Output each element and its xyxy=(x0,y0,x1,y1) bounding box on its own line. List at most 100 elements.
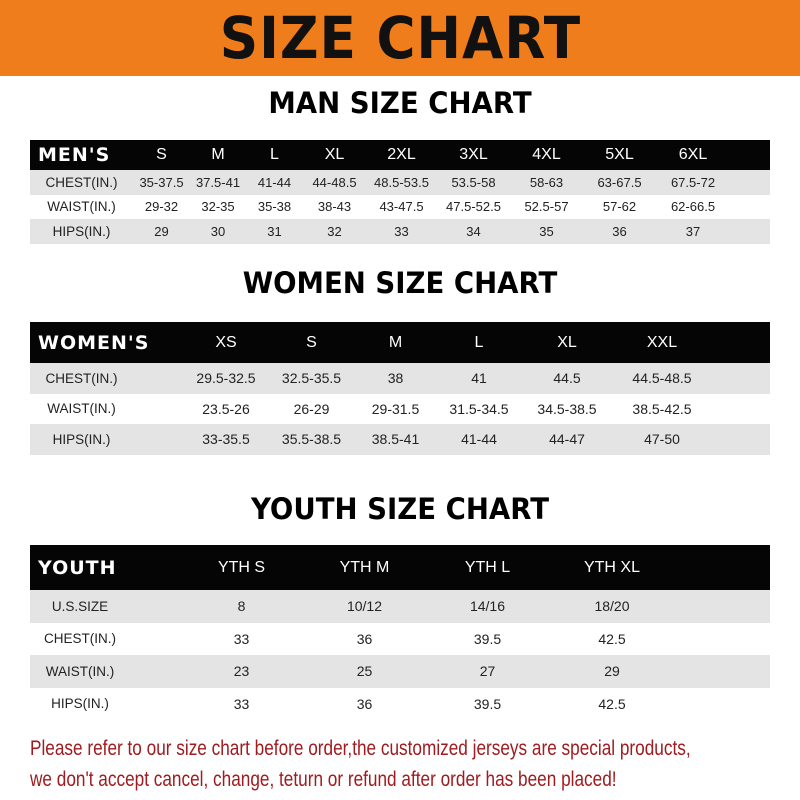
table-header-row: WOMEN'S XS S M L XL XXL xyxy=(30,322,770,363)
measurement-value: 27 xyxy=(479,663,496,680)
measurement-value: 44-47 xyxy=(549,431,585,448)
measurement-value: 67.5-72 xyxy=(670,174,716,190)
measurement-value: 29-31.5 xyxy=(371,400,420,417)
measurement-value: 34 xyxy=(466,223,481,239)
measurement-value: 23.5-26 xyxy=(202,400,250,417)
measurement-label: HIPS(IN.) xyxy=(52,223,111,239)
size-column-header: YTH XL xyxy=(583,558,640,576)
measurement-value: 62-66.5 xyxy=(670,199,716,215)
measurement-value: 36 xyxy=(356,695,373,712)
measurement-value: 35.5-38.5 xyxy=(281,431,342,448)
measurement-label: WAIST(IN.) xyxy=(45,663,115,679)
measurement-label: U.S.SIZE xyxy=(51,598,109,614)
table-category-label: MEN'S xyxy=(38,144,111,166)
measurement-value: 30 xyxy=(210,223,226,239)
table-row: CHEST(IN.) 29.5-32.5 32.5-35.5 38 41 44.5 44.5… xyxy=(30,363,770,394)
size-column-header: 2XL xyxy=(387,146,416,163)
measurement-value: 23 xyxy=(233,663,250,680)
measurement-value: 35 xyxy=(539,223,554,239)
table-row: HIPS(IN.) 29 30 31 32 33 34 35 36 37 xyxy=(30,219,770,244)
measurement-value: 8 xyxy=(237,598,246,615)
size-column-header: YTH M xyxy=(339,558,390,576)
size-column-header: YTH L xyxy=(464,558,511,576)
table-category-label: YOUTH xyxy=(38,556,117,579)
measurement-value: 47-50 xyxy=(644,431,680,448)
measurement-value: 29 xyxy=(154,223,169,239)
size-column-header: 3XL xyxy=(459,146,488,163)
measurement-value: 37.5-41 xyxy=(195,174,241,190)
size-column-header: S xyxy=(156,146,167,163)
measurement-value: 32.5-35.5 xyxy=(281,370,342,387)
measurement-value: 41 xyxy=(471,370,487,387)
measurement-value: 36 xyxy=(356,630,373,647)
table-row: CHEST(IN.) 35-37.5 37.5-41 41-44 44-48.5 48.5… xyxy=(30,170,770,195)
women-section-title: WOMEN SIZE CHART xyxy=(242,266,558,300)
size-column-header: XXL xyxy=(646,333,678,351)
measurement-value: 39.5 xyxy=(473,630,502,647)
size-column-header: YTH S xyxy=(217,558,266,576)
notice-line-2: we don't accept cancel, change, teturn o… xyxy=(30,767,617,791)
measurement-value: 26-29 xyxy=(293,400,330,417)
measurement-value: 44-48.5 xyxy=(312,174,357,190)
size-column-header: 6XL xyxy=(678,146,708,163)
size-column-header: L xyxy=(474,333,484,351)
measurement-value: 29.5-32.5 xyxy=(196,370,256,387)
table-category-label: WOMEN'S xyxy=(38,331,150,354)
measurement-value: 33 xyxy=(233,695,250,712)
measurement-value: 44.5 xyxy=(553,370,581,387)
measurement-value: 57-62 xyxy=(602,199,637,215)
measurement-value: 47.5-52.5 xyxy=(446,199,501,215)
measurement-value: 36 xyxy=(612,223,627,239)
measurement-label: CHEST(IN.) xyxy=(44,631,116,647)
table-row: CHEST(IN.) 33 36 39.5 42.5 xyxy=(30,622,770,655)
size-column-header: XL xyxy=(324,146,345,163)
table-row: HIPS(IN.) 33 36 39.5 42.5 xyxy=(30,687,770,720)
measurement-value: 44.5-48.5 xyxy=(632,370,692,387)
order-notice: Please refer to our size chart before or… xyxy=(30,733,766,795)
size-column-header: XS xyxy=(215,333,237,351)
table-row: WAIST(IN.) 29-32 32-35 35-38 38-43 43-47.5 47.… xyxy=(30,194,770,219)
measurement-value: 42.5 xyxy=(598,630,626,647)
measurement-value: 39.5 xyxy=(473,695,502,712)
measurement-value: 33-35.5 xyxy=(202,431,250,448)
size-column-header: S xyxy=(306,333,317,351)
measurement-label: HIPS(IN.) xyxy=(51,696,109,712)
measurement-value: 41-44 xyxy=(257,174,292,190)
size-column-header: M xyxy=(211,146,225,163)
measurement-label: CHEST(IN.) xyxy=(45,370,118,386)
measurement-value: 38.5-42.5 xyxy=(632,400,692,417)
table-row: HIPS(IN.) 33-35.5 35.5-38.5 38.5-41 41-44 44-… xyxy=(30,424,770,455)
measurement-value: 52.5-57 xyxy=(524,199,569,215)
measurement-value: 63-67.5 xyxy=(597,174,642,190)
measurement-value: 37 xyxy=(685,223,701,239)
measurement-value: 31.5-34.5 xyxy=(449,400,509,417)
measurement-label: HIPS(IN.) xyxy=(52,431,111,447)
measurement-value: 31 xyxy=(267,223,282,239)
measurement-value: 34.5-38.5 xyxy=(537,400,597,417)
measurement-value: 42.5 xyxy=(598,695,626,712)
men-section-title: MAN SIZE CHART xyxy=(268,86,532,120)
measurement-value: 10/12 xyxy=(346,598,383,615)
table-row: WAIST(IN.) 23.5-26 26-29 29-31.5 31.5-34.5 34… xyxy=(30,393,770,424)
measurement-label: CHEST(IN.) xyxy=(45,174,118,190)
measurement-label: WAIST(IN.) xyxy=(47,199,116,215)
table-row: U.S.SIZE 8 10/12 14/16 18/20 xyxy=(30,590,770,623)
size-column-header: 4XL xyxy=(532,146,561,163)
table-row: WAIST(IN.) 23 25 27 29 xyxy=(30,655,770,688)
measurement-value: 35-37.5 xyxy=(139,174,184,190)
measurement-value: 41-44 xyxy=(461,431,497,448)
size-column-header: L xyxy=(270,146,279,163)
size-column-header: XL xyxy=(557,333,577,351)
size-chart-banner: SIZE CHART xyxy=(0,0,800,76)
measurement-value: 32-35 xyxy=(201,199,235,215)
table-header-row: YOUTH YTH S YTH M YTH L YTH XL xyxy=(30,545,770,590)
measurement-value: 53.5-58 xyxy=(451,174,496,190)
youth-size-table: YOUTH YTH S YTH M YTH L YTH XL U.S.SIZE 8 10/12… xyxy=(30,545,770,720)
size-column-header: M xyxy=(388,333,403,351)
notice-line-1: Please refer to our size chart before or… xyxy=(30,736,691,760)
measurement-value: 14/16 xyxy=(469,598,506,615)
measurement-value: 29-32 xyxy=(144,199,179,215)
measurement-value: 43-47.5 xyxy=(379,199,424,215)
size-column-header: 5XL xyxy=(605,146,634,163)
measurement-value: 32 xyxy=(327,223,342,239)
